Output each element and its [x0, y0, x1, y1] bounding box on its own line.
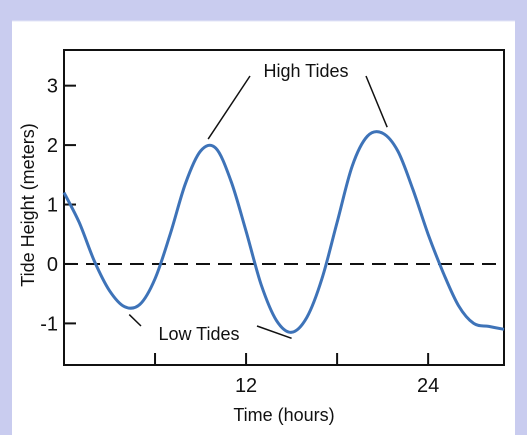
- y-tick-label: 1: [47, 195, 58, 217]
- annotation-leader-line: [365, 75, 388, 128]
- annotation-leader-line: [128, 314, 142, 327]
- y-tick-label: 0: [47, 254, 58, 276]
- x-tick-label: 12: [235, 375, 257, 397]
- x-tick-label: 24: [417, 375, 439, 397]
- annotation-leader-line: [256, 325, 292, 340]
- annotation-layer: High Tides Low Tides: [128, 61, 388, 344]
- high-tides-label: High Tides: [263, 61, 348, 81]
- y-tick-label: -1: [40, 313, 58, 335]
- y-tick-label: 3: [47, 76, 58, 98]
- x-axis-label: Time (hours): [233, 405, 334, 425]
- y-axis-label: Tide Height (meters): [18, 123, 38, 286]
- right-border: [515, 0, 527, 435]
- tide-curve: [62, 130, 505, 334]
- annotation-leader-line: [207, 75, 251, 140]
- plot-area: [63, 49, 505, 366]
- left-border: [0, 0, 12, 435]
- low-tides-label: Low Tides: [158, 324, 239, 344]
- y-tick-label: 2: [47, 135, 58, 157]
